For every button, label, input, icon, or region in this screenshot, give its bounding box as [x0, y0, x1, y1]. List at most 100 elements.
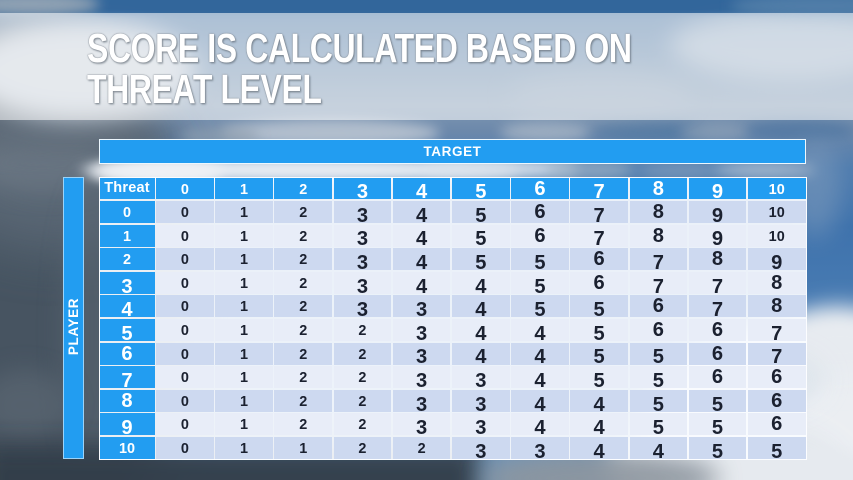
score-cell-r0-c7: 7 — [570, 201, 628, 224]
score-cell-r10-c0: 0 — [156, 437, 214, 459]
score-cell-r2-c5: 5 — [452, 248, 510, 271]
score-cell-r5-c2: 2 — [274, 319, 333, 342]
row-header-0: 0 — [99, 201, 155, 224]
title-line-2: THREAT LEVEL — [87, 65, 322, 112]
score-cell-r7-c2: 2 — [274, 366, 333, 389]
score-cell-r7-c8: 5 — [629, 366, 688, 389]
col-header-5: 5 — [452, 177, 510, 200]
score-cell-r2-c0: 0 — [156, 248, 214, 271]
score-cell-r0-c8: 8 — [629, 201, 688, 224]
score-cell-r5-c4: 3 — [392, 319, 451, 342]
score-cell-r9-c2: 2 — [274, 413, 333, 436]
col-header-0: 0 — [156, 177, 214, 200]
score-cell-r6-c5: 4 — [452, 342, 510, 365]
score-cell-r6-c7: 5 — [570, 342, 628, 365]
row-header-5: 5 — [99, 319, 155, 342]
score-cell-r10-c7: 4 — [570, 437, 628, 459]
score-cell-r8-c6: 4 — [511, 389, 569, 412]
row-header-4: 4 — [99, 295, 155, 318]
col-header-4: 4 — [392, 177, 451, 200]
score-cell-r6-c9: 6 — [688, 342, 747, 365]
score-cell-r9-c8: 5 — [629, 413, 688, 436]
score-cell-r3-c0: 0 — [156, 271, 214, 294]
score-cell-r10-c8: 4 — [629, 437, 688, 459]
score-cell-r3-c8: 7 — [629, 271, 688, 294]
score-cell-r5-c6: 4 — [511, 319, 569, 342]
score-cell-r7-c1: 1 — [215, 366, 273, 389]
score-cell-r2-c3: 3 — [333, 248, 392, 271]
score-cell-r7-c0: 0 — [156, 366, 214, 389]
score-cell-r4-c10: 8 — [747, 295, 806, 318]
score-cell-r3-c6: 5 — [511, 271, 569, 294]
score-cell-r2-c6: 5 — [511, 248, 569, 271]
score-cell-r2-c4: 4 — [392, 248, 451, 271]
score-cell-r10-c5: 3 — [452, 437, 510, 459]
score-cell-r3-c7: 6 — [570, 271, 628, 294]
score-cell-r9-c5: 3 — [452, 413, 510, 436]
score-cell-r9-c0: 0 — [156, 413, 214, 436]
row-header-7: 7 — [99, 366, 155, 389]
score-cell-r0-c9: 9 — [688, 201, 747, 224]
score-cell-r9-c6: 4 — [511, 413, 569, 436]
score-cell-r3-c3: 3 — [333, 271, 392, 294]
col-header-7: 7 — [570, 177, 628, 200]
score-cell-r6-c2: 2 — [274, 342, 333, 365]
score-cell-r4-c6: 5 — [511, 295, 569, 318]
score-cell-r8-c9: 5 — [688, 389, 747, 412]
col-header-6: 6 — [511, 177, 569, 200]
score-cell-r8-c7: 4 — [570, 389, 628, 412]
score-cell-r6-c1: 1 — [215, 342, 273, 365]
score-cell-r4-c7: 5 — [570, 295, 628, 318]
score-cell-r1-c2: 2 — [274, 224, 333, 247]
col-header-8: 8 — [629, 177, 688, 200]
score-cell-r2-c7: 6 — [570, 248, 628, 271]
row-header-2: 2 — [99, 248, 155, 271]
score-cell-r8-c0: 0 — [156, 389, 214, 412]
score-cell-r6-c6: 4 — [511, 342, 569, 365]
score-cell-r0-c6: 6 — [511, 201, 569, 224]
score-cell-r7-c3: 2 — [333, 366, 392, 389]
score-cell-r1-c0: 0 — [156, 224, 214, 247]
score-cell-r3-c2: 2 — [274, 271, 333, 294]
score-cell-r8-c3: 2 — [333, 389, 392, 412]
score-cell-r9-c1: 1 — [215, 413, 273, 436]
score-cell-r8-c2: 2 — [274, 389, 333, 412]
title-band: SCORE IS CALCULATED BASED ON THREAT LEVEL — [0, 13, 853, 120]
score-cell-r3-c1: 1 — [215, 271, 273, 294]
score-cell-r4-c8: 6 — [629, 295, 688, 318]
score-cell-r5-c5: 4 — [452, 319, 510, 342]
score-cell-r6-c10: 7 — [747, 342, 806, 365]
score-cell-r0-c10: 10 — [747, 201, 806, 224]
score-cell-r3-c5: 4 — [452, 271, 510, 294]
score-cell-r6-c3: 2 — [333, 342, 392, 365]
player-label: PLAYER — [65, 298, 81, 356]
score-cell-r5-c1: 1 — [215, 319, 273, 342]
score-cell-r4-c2: 2 — [274, 295, 333, 318]
score-cell-r3-c9: 7 — [688, 271, 747, 294]
row-header-10: 10 — [99, 437, 155, 459]
score-cell-r4-c1: 1 — [215, 295, 273, 318]
score-cell-r4-c5: 4 — [452, 295, 510, 318]
score-cell-r8-c8: 5 — [629, 389, 688, 412]
score-cell-r2-c8: 7 — [629, 248, 688, 271]
score-cell-r9-c7: 4 — [570, 413, 628, 436]
score-cell-r7-c6: 4 — [511, 366, 569, 389]
row-header-9: 9 — [99, 413, 155, 436]
score-cell-r0-c5: 5 — [452, 201, 510, 224]
score-cell-r9-c3: 2 — [333, 413, 392, 436]
score-cell-r7-c9: 6 — [688, 366, 747, 389]
score-cell-r1-c5: 5 — [452, 224, 510, 247]
score-cell-r6-c8: 5 — [629, 342, 688, 365]
score-cell-r0-c0: 0 — [156, 201, 214, 224]
score-cell-r2-c2: 2 — [274, 248, 333, 271]
score-cell-r9-c10: 6 — [747, 413, 806, 436]
score-cell-r1-c8: 8 — [629, 224, 688, 247]
col-header-2: 2 — [274, 177, 333, 200]
score-cell-r4-c4: 3 — [392, 295, 451, 318]
score-cell-r8-c1: 1 — [215, 389, 273, 412]
score-cell-r0-c4: 4 — [392, 201, 451, 224]
score-cell-r9-c4: 3 — [392, 413, 451, 436]
score-cell-r7-c5: 3 — [452, 366, 510, 389]
score-cell-r1-c4: 4 — [392, 224, 451, 247]
